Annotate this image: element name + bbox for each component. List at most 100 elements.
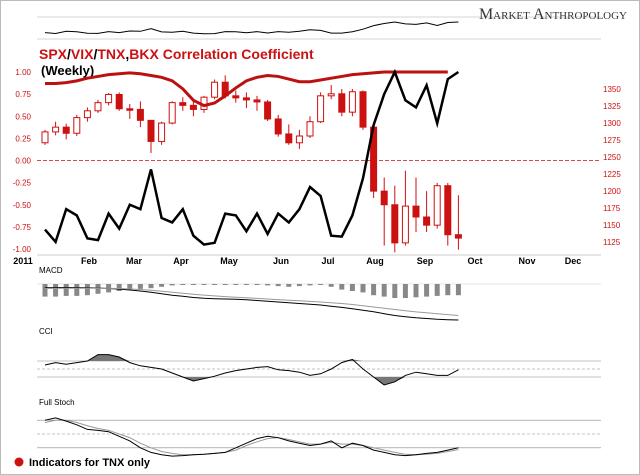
candle-body (338, 93, 346, 113)
stoch-d-line (44, 419, 459, 456)
macd-bar (159, 284, 165, 287)
candle-body (454, 234, 462, 239)
macd-bar (381, 284, 387, 297)
footer-note-text: Indicators for TNX only (29, 457, 151, 469)
candle-body (94, 102, 102, 112)
title-tnx: TNX (97, 46, 126, 62)
title-sep1: / (67, 46, 71, 62)
macd-bar (95, 284, 101, 294)
x-tick-label: Apr (173, 256, 189, 266)
macd-bar (349, 284, 355, 291)
candle-body (253, 99, 261, 103)
right-axis: 1350 1325 1300 1275 1250 1225 1200 1175 1150 1125 (603, 85, 621, 247)
macd-bar (296, 284, 302, 287)
macd-bar (275, 284, 281, 287)
title-sep3: , (125, 46, 129, 62)
macd-bar (318, 284, 324, 285)
macd-bar (42, 284, 48, 297)
candle-body (136, 108, 144, 121)
title-rest: Correlation Coefficient (159, 46, 314, 62)
candle-body (274, 118, 282, 135)
candle-body (359, 91, 367, 128)
title-vix: VIX (71, 46, 94, 62)
right-tick-label: 1275 (603, 136, 621, 145)
candle-body (147, 119, 155, 142)
title-spx: SPX (39, 46, 68, 62)
macd-bar (148, 284, 154, 289)
macd-bar (243, 284, 249, 285)
macd-bar (180, 284, 186, 285)
candle-body (285, 133, 293, 144)
candle-body (52, 126, 60, 133)
cci-panel (37, 354, 601, 386)
candle-body (380, 190, 388, 206)
macd-panel (37, 283, 601, 321)
left-tick-label: -1.00 (13, 245, 32, 254)
cci-label: CCI (39, 327, 53, 336)
candle-body (105, 93, 113, 104)
macd-bar (127, 284, 133, 290)
candle-body (62, 126, 70, 134)
macd-bar (190, 284, 196, 285)
chart-subtitle: (Weekly) (41, 63, 94, 78)
macd-bar (413, 284, 419, 298)
candle-body (126, 108, 134, 111)
stoch-k-line (44, 417, 459, 457)
macd-bar (328, 284, 334, 287)
cci-overbought-fill (45, 354, 459, 361)
x-tick-label: 2011 (13, 256, 33, 266)
candle-body (73, 117, 81, 134)
x-tick-label: Aug (366, 256, 384, 266)
right-tick-label: 1350 (603, 85, 621, 94)
candle-body (83, 110, 91, 119)
x-tick-label: Sep (417, 256, 434, 266)
right-tick-label: 1225 (603, 170, 621, 179)
x-tick-label: Oct (467, 256, 482, 266)
macd-bar (307, 284, 313, 286)
correlation-series-line (44, 68, 460, 246)
left-tick-label: 0.50 (15, 112, 31, 121)
candle-body (264, 101, 272, 120)
candle-body (348, 91, 356, 113)
macd-bar (402, 284, 408, 298)
candle-body (189, 104, 197, 110)
x-tick-label: Nov (518, 256, 535, 266)
left-tick-label: -0.50 (13, 201, 32, 210)
macd-bar (392, 284, 398, 298)
left-tick-label: 0.75 (15, 90, 31, 99)
top-panel-series (44, 21, 459, 35)
macd-bar (212, 284, 218, 285)
candle-body (41, 131, 49, 144)
macd-bar (371, 284, 377, 296)
candle-body (211, 81, 219, 98)
candle-body (444, 185, 452, 236)
right-tick-label: 1250 (603, 153, 621, 162)
candle-body (168, 102, 176, 124)
candle-body (412, 205, 420, 218)
left-tick-label: -0.75 (13, 223, 32, 232)
macd-bar (434, 284, 440, 296)
candle-body (433, 185, 441, 226)
stoch-panel (37, 417, 601, 457)
macd-bar (233, 284, 239, 285)
candle-body (317, 95, 325, 123)
x-axis: 2011 Feb Mar Apr May Jun Jul Aug Sep Oct Nov Dec (13, 254, 601, 266)
ceiling-series-line (45, 70, 448, 108)
chart-title: SPX/VIX/TNX,BKX Correlation Coefficient (39, 46, 314, 62)
x-tick-label: Mar (126, 256, 143, 266)
macd-bar (63, 284, 69, 296)
candle-body (232, 95, 240, 99)
candle-body (327, 93, 335, 97)
macd-bar (84, 284, 90, 296)
x-tick-label: Jun (273, 256, 289, 266)
candle-body (423, 216, 431, 226)
macd-bar (339, 284, 345, 290)
red-dot-icon (14, 457, 24, 467)
brand-title: Market Anthropology (479, 6, 627, 23)
left-tick-label: 1.00 (15, 68, 31, 77)
macd-bar (116, 284, 122, 291)
macd-bar (254, 284, 260, 285)
title-sep2: / (93, 46, 97, 62)
